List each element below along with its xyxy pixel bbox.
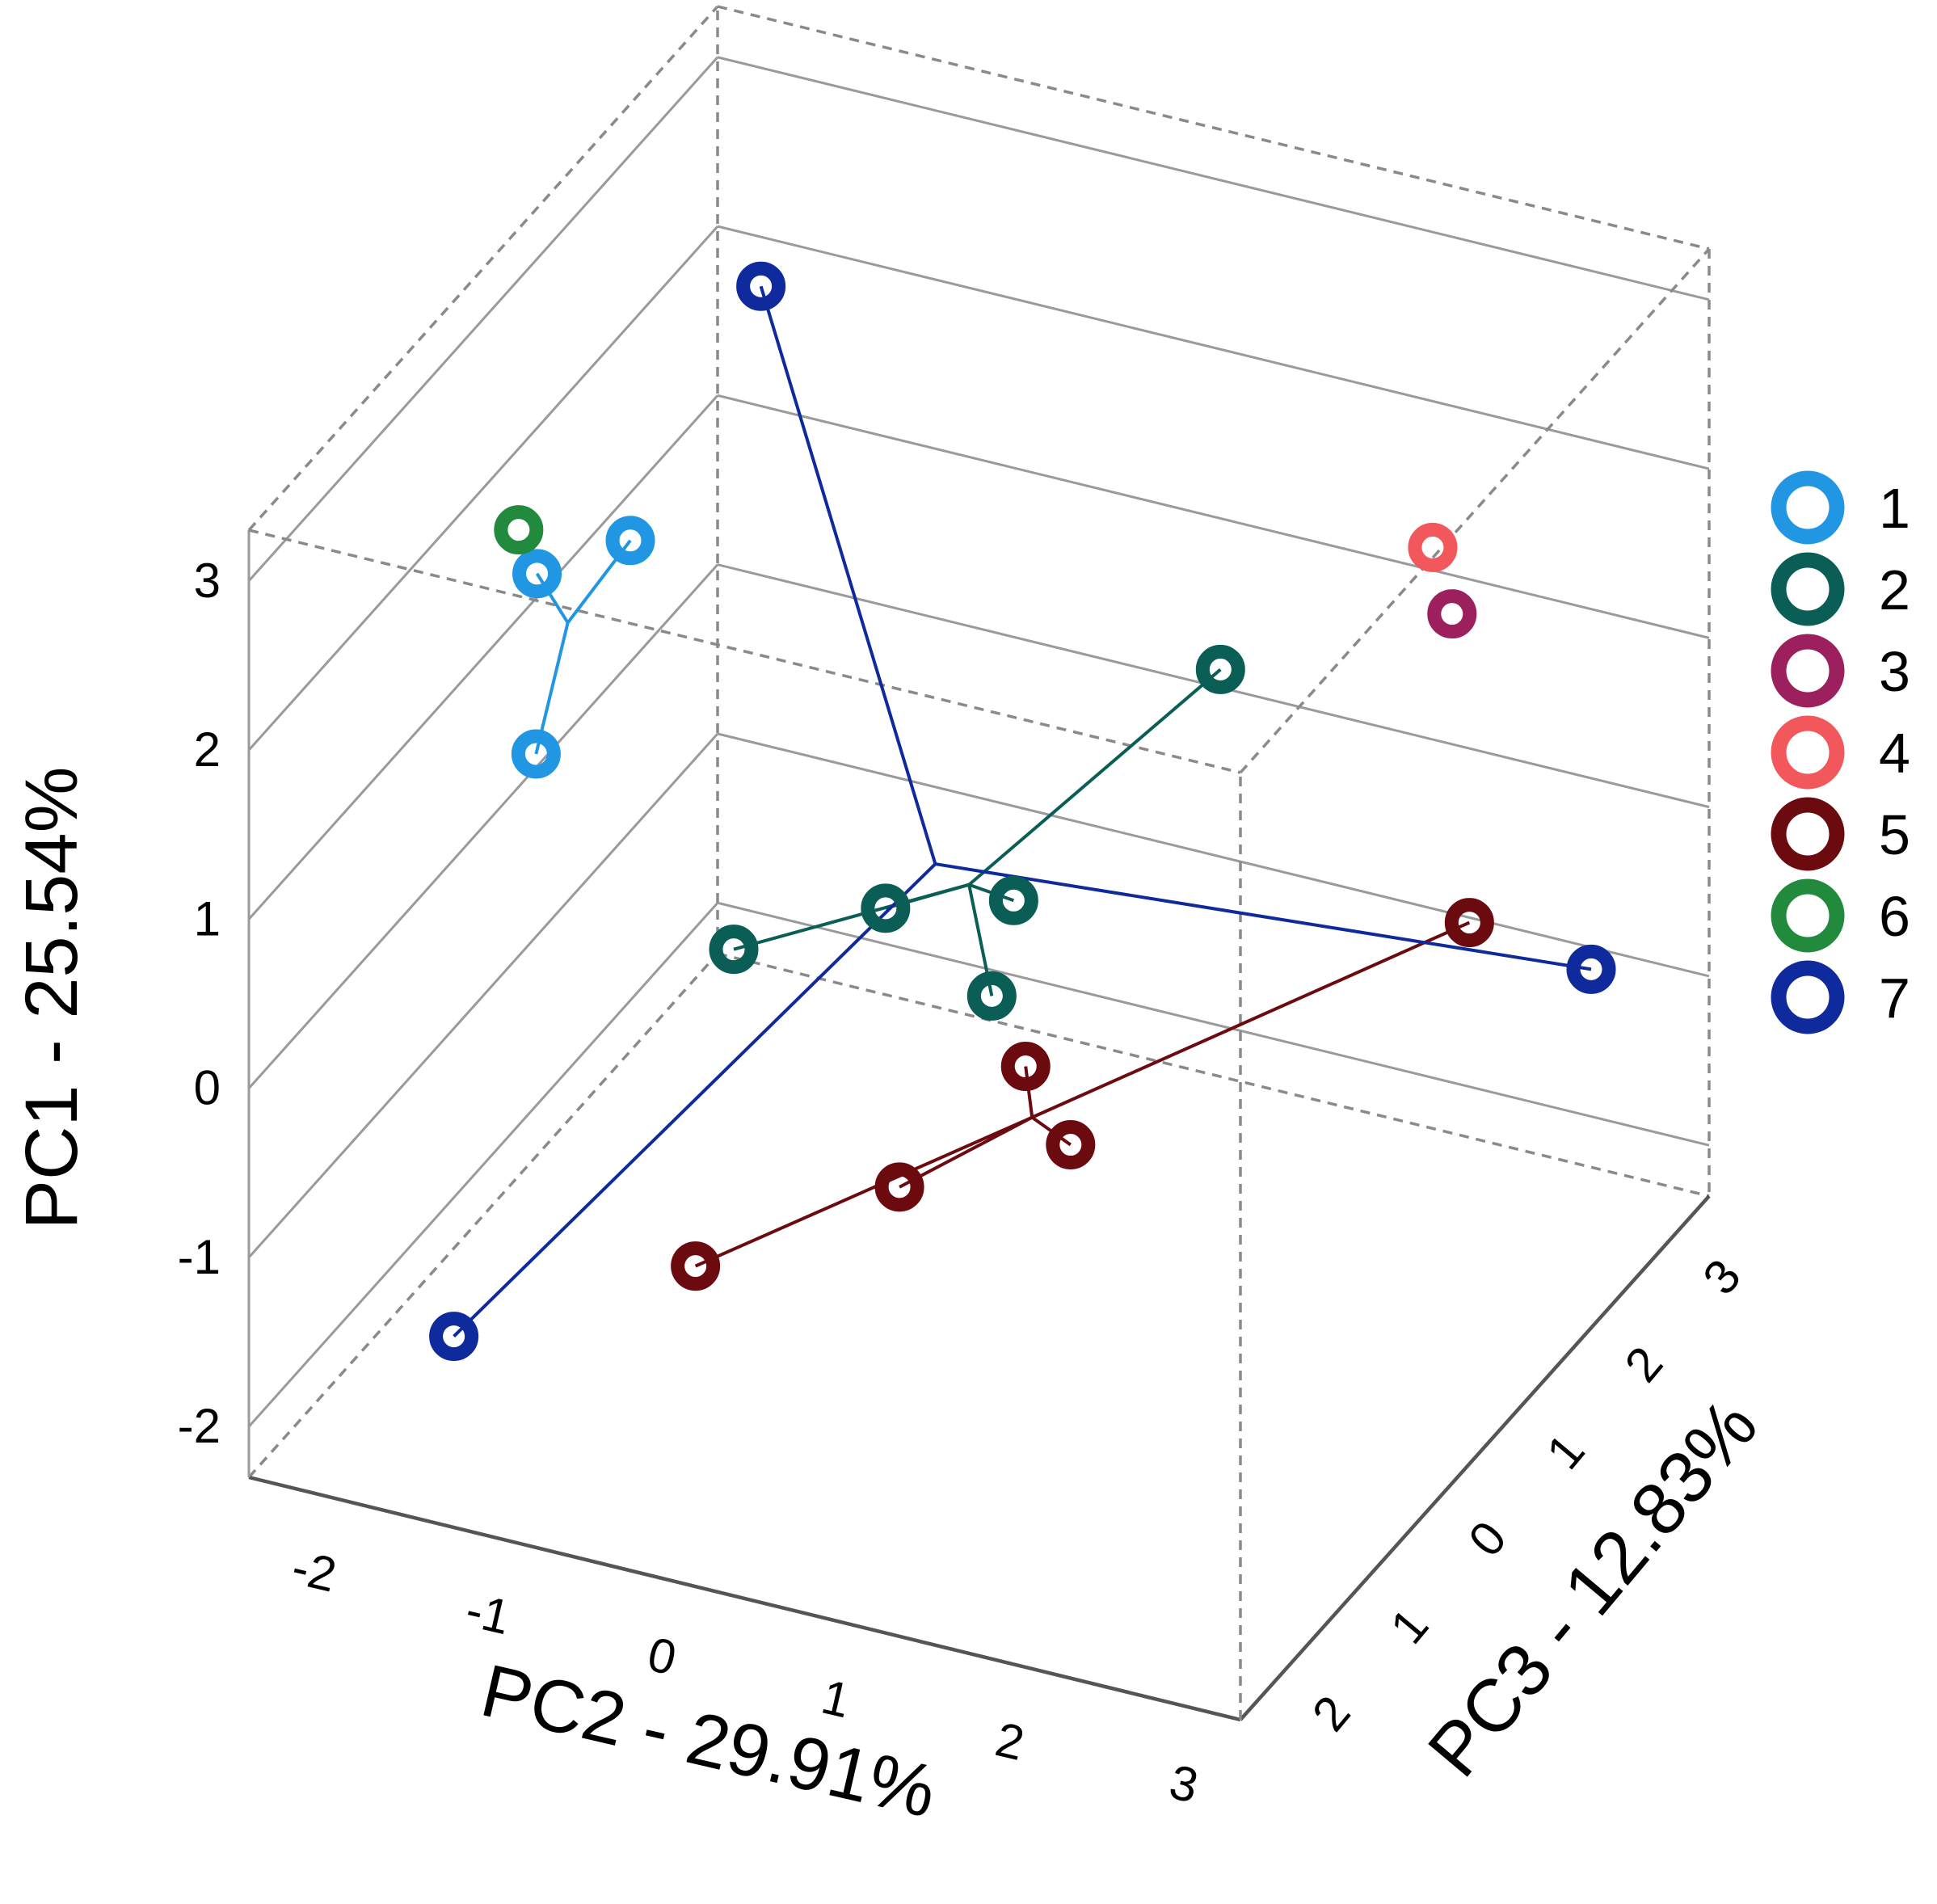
box-edge [247,952,719,1479]
point-group-1 [605,516,655,566]
legend-marker-1 [1771,470,1845,545]
legend-label-6: 6 [1879,885,1910,948]
pc1-tick-label: 3 [194,554,221,608]
gridline-left-wall [247,225,719,752]
gridline-left-wall [247,563,719,1089]
point-group-2 [966,971,1017,1021]
pc1-tick-label: 0 [194,1061,221,1115]
connector-group-7 [935,862,1592,971]
point-group-5 [1046,1120,1096,1170]
pc2-axis-line [248,1475,1241,1722]
connector-group-5 [899,1115,1034,1189]
pc3-tick-label: 1 [1380,1599,1439,1654]
point-group-2 [988,875,1038,925]
pc3-tick-label: 2 [1615,1337,1674,1392]
point-group-2 [709,925,759,975]
point-group-1 [511,729,561,779]
box-edge [247,5,719,532]
point-group-7 [736,261,786,311]
gridline-left-wall [247,732,719,1258]
pc2-tick-label: -1 [461,1582,515,1645]
gridline-back-wall [717,732,1710,978]
legend-label-7: 7 [1879,967,1910,1030]
gridline-back-wall [717,901,1710,1147]
connector-group-7 [759,285,937,865]
legend-marker-5 [1771,797,1845,871]
point-group-4 [1408,522,1458,572]
point-group-1 [512,549,562,599]
data-points [429,261,1616,1362]
point-group-7 [1566,944,1616,994]
legend-label-3: 3 [1879,640,1910,703]
point-group-3 [1427,589,1477,639]
pc2-axis-title: PC2 - 29.91% [474,1649,943,1834]
gridline-back-wall [717,56,1710,301]
pc2-tick-label: 1 [817,1670,856,1729]
gridline-left-wall [247,56,719,582]
legend-marker-2 [1771,552,1845,626]
connector-group-5 [1024,1066,1034,1118]
pc3-axis-title: PC3 - 12.83% [1413,1384,1773,1792]
legend-label-1: 1 [1879,477,1910,540]
box-edge [717,952,1710,1198]
box-edge [1239,247,1711,774]
connector-group-5 [694,1115,1034,1268]
box-edge [248,529,1241,774]
gridline-back-wall [717,394,1710,639]
point-group-5 [1444,898,1494,948]
pc1-tick-label: -1 [178,1230,221,1284]
connector-group-2 [967,668,1222,887]
legend-label-2: 2 [1879,558,1910,621]
legend-marker-7 [1771,960,1845,1034]
pc3-axis-line [1239,1194,1711,1721]
pc1-tick-label: 1 [194,891,221,946]
connector-group-2 [733,882,970,951]
pc2-tick-label: 3 [1164,1754,1203,1813]
pc2-tick-label: 0 [642,1627,681,1686]
pc2-tick-label: 2 [991,1712,1030,1771]
point-group-5 [874,1162,924,1212]
legend-marker-3 [1771,634,1845,708]
plot-box-back [247,5,1711,1722]
centroid-connectors [453,285,1592,1338]
gridline-left-wall [247,902,719,1428]
point-group-2 [861,883,911,933]
connector-group-5 [1031,920,1471,1119]
point-group-5 [671,1241,721,1291]
pc2-tick-label: -2 [287,1540,341,1602]
legend-marker-6 [1771,878,1845,953]
gridline-left-wall [247,394,719,920]
pc3-tick-label: 0 [1458,1511,1517,1567]
legend: 1 2 3 4 5 6 7 [1771,470,1910,1034]
plot-box-front [248,247,1711,1720]
legend-marker-4 [1771,715,1845,790]
pc3-tick-label: 3 [1692,1249,1751,1305]
connector-group-7 [453,862,937,1338]
legend-label-4: 4 [1879,722,1910,785]
connector-group-1 [535,572,570,624]
gridlines [247,56,1710,1428]
point-group-7 [429,1312,479,1362]
pc3-tick-label: 2 [1302,1686,1361,1742]
gridline-back-wall [717,225,1710,470]
box-edge [717,5,1710,251]
legend-label-5: 5 [1879,803,1910,866]
point-group-6 [494,505,544,555]
pc1-tick-label: -2 [178,1399,221,1453]
pc3-tick-label: 1 [1536,1424,1595,1480]
point-group-2 [1195,644,1245,694]
pc1-tick-label: 2 [194,722,221,777]
point-group-5 [1000,1042,1051,1092]
pc1-axis-title: PC1 - 25.54% [11,767,93,1230]
